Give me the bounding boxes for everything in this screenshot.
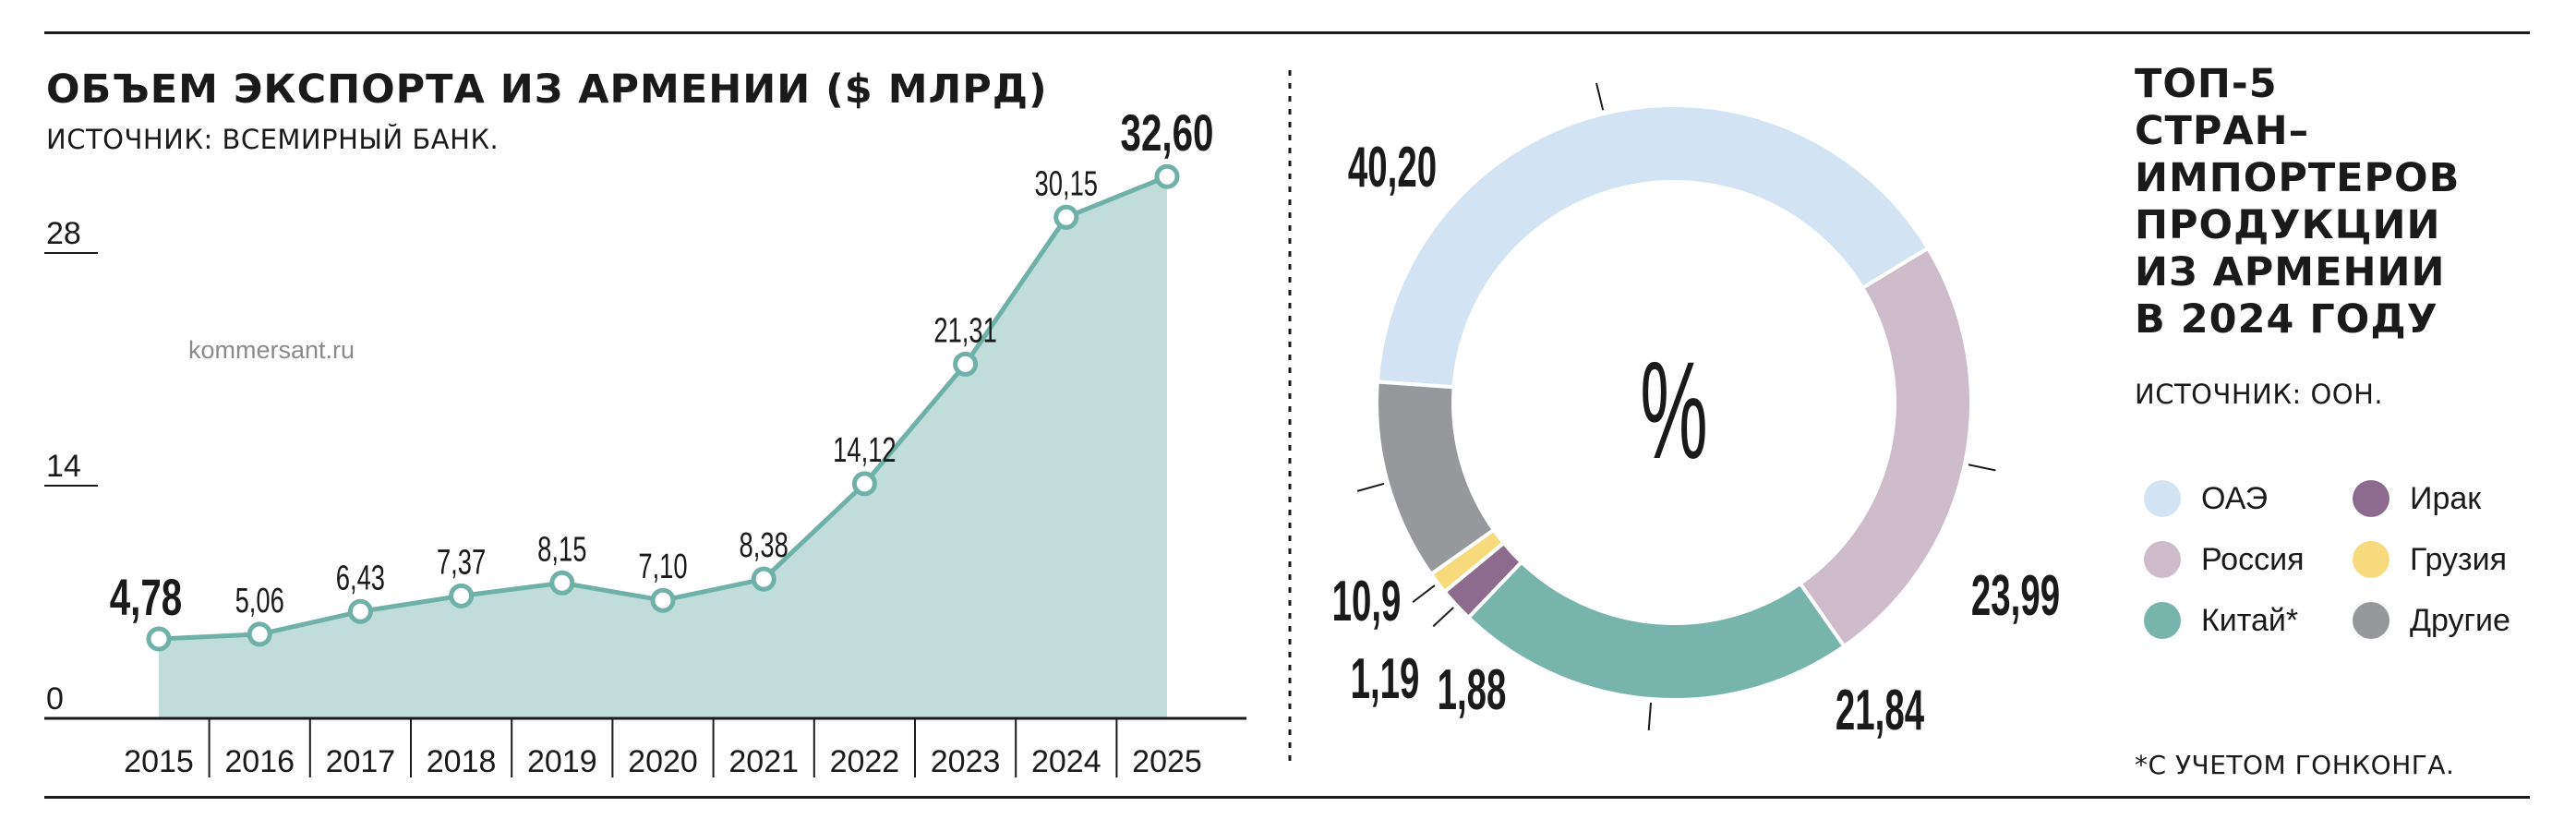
slice-leader-line <box>1647 702 1653 731</box>
data-label: 4,78 <box>110 570 182 627</box>
donut-slice <box>1375 379 1497 577</box>
donut-title-line: ИМПОРТЕРОВ <box>2135 155 2461 201</box>
y-tick-label: 0 <box>46 681 64 717</box>
data-point <box>549 570 575 596</box>
y-tick-label: 14 <box>46 449 81 484</box>
x-tick-label: 2020 <box>628 744 698 779</box>
donut-chart-source: ИСТОЧНИК: ООН. <box>2135 379 2384 410</box>
x-tick-label: 2022 <box>830 744 900 779</box>
legend-item-iraq: Ирак <box>2353 480 2481 517</box>
slice-leader-line <box>1412 584 1436 603</box>
x-tick-label: 2016 <box>224 744 295 779</box>
footnote: *С УЧЕТОМ ГОНКОНГА. <box>2135 750 2455 780</box>
bottom-rule <box>44 796 2530 799</box>
x-tick-label: 2015 <box>124 744 194 779</box>
slice-label: 1,88 <box>1438 657 1507 722</box>
donut-title-line: ПРОДУКЦИИ <box>2135 202 2441 248</box>
donut-chart-title: ТОП-5 СТРАН– ИМПОРТЕРОВ ПРОДУКЦИИ ИЗ АРМ… <box>2135 61 2460 343</box>
area-fill <box>159 176 1167 718</box>
x-tick-label: 2024 <box>1031 744 1101 779</box>
data-point <box>146 626 172 652</box>
slice-label: 23,99 <box>1971 563 2060 628</box>
legend-item-georgia: Грузия <box>2353 541 2507 578</box>
donut-title-line: В 2024 ГОДУ <box>2135 296 2438 343</box>
legend-item-russia: Россия <box>2144 541 2305 578</box>
data-label: 32,60 <box>1121 105 1214 163</box>
data-label: 21,31 <box>933 311 996 350</box>
legend-swatch <box>2144 602 2181 639</box>
data-label: 30,15 <box>1035 164 1098 203</box>
data-label: 8,38 <box>740 526 788 565</box>
x-tick-label: 2023 <box>931 744 1001 779</box>
slice-label: 1,19 <box>1351 646 1420 711</box>
data-label: 7,37 <box>437 543 486 582</box>
legend-label: Другие <box>2410 602 2510 638</box>
data-point <box>851 471 877 497</box>
x-tick-label: 2018 <box>427 744 497 779</box>
top-rule <box>44 31 2530 34</box>
legend-label: Китай* <box>2201 602 2299 638</box>
legend-swatch <box>2353 541 2389 578</box>
donut-title-line: ТОП-5 <box>2135 61 2278 107</box>
data-point <box>247 621 272 647</box>
donut-slice <box>1375 103 1931 390</box>
legend-label: ОАЭ <box>2201 480 2269 516</box>
legend-swatch <box>2353 602 2389 639</box>
data-point <box>1154 163 1180 189</box>
data-point <box>1053 204 1079 230</box>
data-point <box>650 587 676 613</box>
legend-item-china: Китай* <box>2144 602 2298 639</box>
x-tick-label: 2017 <box>326 744 396 779</box>
data-point <box>751 566 776 592</box>
data-point <box>449 583 475 608</box>
line-chart-source: ИСТОЧНИК: ВСЕМИРНЫЙ БАНК. <box>46 124 500 155</box>
data-label: 7,10 <box>638 548 687 586</box>
donut-title-line: ИЗ АРМЕНИИ <box>2135 249 2446 295</box>
slice-leader-line <box>1595 82 1605 111</box>
x-tick-label: 2021 <box>728 744 799 779</box>
export-area-chart: 0 14 28 2015 2016 2017 2018 2019 2020 2021 2022 202… <box>44 105 1246 779</box>
donut-slice <box>1798 246 1973 649</box>
x-tick-label: 2019 <box>527 744 597 779</box>
watermark: kommersant.ru <box>188 336 355 364</box>
data-label: 6,43 <box>336 559 385 597</box>
slice-label: 21,84 <box>1836 678 1924 742</box>
y-tick-label: 28 <box>46 216 81 251</box>
slice-leader-line <box>1968 464 1996 472</box>
legend-item-uae: ОАЭ <box>2144 480 2268 517</box>
legend-label: Россия <box>2201 541 2305 577</box>
slice-label: 40,20 <box>1348 135 1437 199</box>
slice-leader-line <box>1356 482 1385 492</box>
x-tick-label: 2025 <box>1132 744 1202 779</box>
legend-item-other: Другие <box>2353 602 2510 639</box>
legend-swatch <box>2353 480 2389 517</box>
data-label: 8,15 <box>537 530 586 569</box>
slice-leader-line <box>1432 607 1454 628</box>
importers-donut-chart: % 40,20 23,99 21,84 1,88 1,19 10,9 <box>1332 82 2060 742</box>
data-point <box>347 598 373 624</box>
data-label: 14,12 <box>833 431 896 470</box>
data-label: 5,06 <box>235 582 284 620</box>
donut-center-label: % <box>1640 332 1707 488</box>
donut-slice <box>1465 559 1848 702</box>
legend-swatch <box>2144 480 2181 517</box>
donut-title-line: СТРАН– <box>2135 108 2310 154</box>
data-point <box>953 351 979 377</box>
legend-swatch <box>2144 541 2181 578</box>
line-chart-title: ОБЪЕМ ЭКСПОРТА ИЗ АРМЕНИИ ($ МЛРД) <box>46 66 1048 113</box>
legend-label: Ирак <box>2410 480 2482 516</box>
legend-label: Грузия <box>2410 541 2508 577</box>
slice-label: 10,9 <box>1332 569 1402 633</box>
